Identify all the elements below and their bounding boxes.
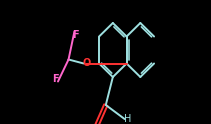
Text: F: F: [72, 30, 79, 40]
Text: H: H: [124, 114, 131, 124]
Text: F: F: [52, 74, 59, 84]
Text: O: O: [82, 59, 90, 68]
